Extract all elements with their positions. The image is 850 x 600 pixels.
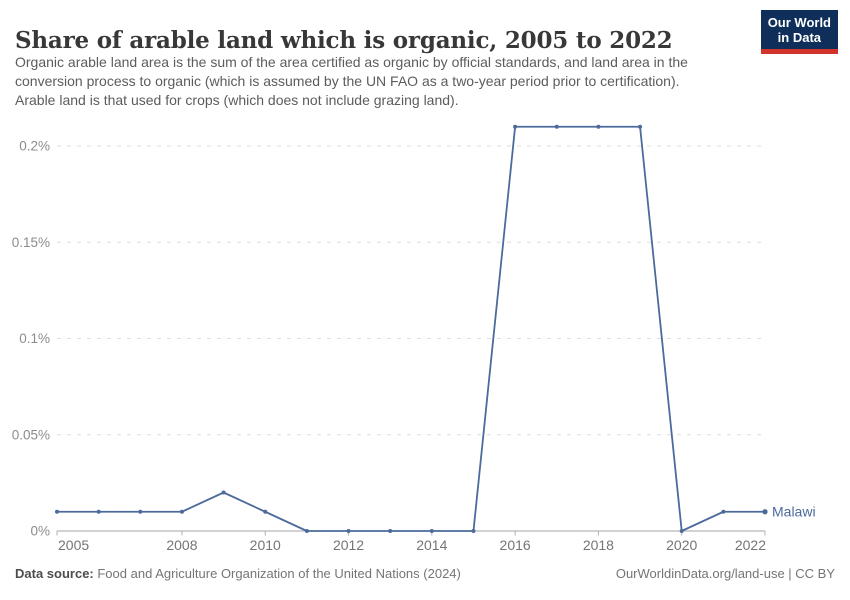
owid-logo-red-bar: [760, 49, 838, 54]
y-axis-tick-label: 0.15%: [12, 235, 50, 250]
data-point: [179, 509, 184, 514]
data-point: [55, 509, 59, 514]
data-point: [221, 490, 226, 495]
data-source: Data source: Food and Agriculture Organi…: [15, 566, 461, 581]
owid-logo[interactable]: Our World in Data: [760, 10, 838, 54]
chart-footer: Data source: Food and Agriculture Organi…: [15, 566, 835, 581]
y-axis-tick-label: 0%: [30, 524, 50, 539]
owid-logo-line1: Our World: [767, 15, 831, 30]
y-axis-tick-label: 0.1%: [19, 331, 50, 346]
data-point: [762, 509, 768, 515]
x-axis-tick-label: 2020: [666, 537, 697, 553]
subtitle-line: Arable land is that used for crops (whic…: [15, 92, 459, 108]
data-point: [638, 124, 643, 129]
data-point: [679, 529, 684, 533]
data-point: [346, 529, 351, 533]
data-point: [388, 529, 393, 533]
y-axis-tick-label: 0.05%: [12, 427, 50, 442]
data-point: [138, 509, 143, 514]
x-axis-tick-label: 2018: [583, 537, 614, 553]
y-axis-tick-label: 0.2%: [19, 139, 50, 154]
x-axis-tick-label: 2005: [58, 537, 89, 553]
series-end-label: Malawi: [772, 503, 816, 519]
owid-logo-box: Our World in Data: [760, 10, 838, 49]
subtitle-line: Organic arable land area is the sum of t…: [15, 54, 688, 70]
data-point: [554, 124, 559, 129]
data-source-label: Data source:: [15, 566, 94, 581]
x-axis-tick-label: 2010: [250, 537, 281, 553]
page-title: Share of arable land which is organic, 2…: [15, 27, 673, 55]
owid-url-link[interactable]: OurWorldinData.org/land-use | CC BY: [615, 566, 835, 581]
x-axis-tick-label: 2016: [500, 537, 531, 553]
owid-logo-line2: in Data: [777, 30, 822, 45]
x-axis-tick-label: 2012: [333, 537, 364, 553]
subtitle-line: conversion process to organic (which is …: [15, 73, 680, 89]
x-axis-tick-label: 2014: [416, 537, 447, 553]
data-point: [263, 509, 268, 514]
data-point: [304, 529, 309, 533]
data-point: [721, 509, 726, 514]
chart-subtitle: Organic arable land area is the sum of t…: [15, 53, 775, 110]
x-axis-tick-label: 2022: [735, 537, 766, 553]
data-source-text: Food and Agriculture Organization of the…: [93, 566, 461, 581]
x-axis-tick-label: 2008: [166, 537, 197, 553]
data-point: [596, 124, 601, 129]
data-point: [96, 509, 101, 514]
data-point: [513, 124, 518, 129]
data-point: [471, 529, 476, 533]
series-line-malawi: [56, 125, 766, 532]
data-point: [429, 529, 434, 533]
